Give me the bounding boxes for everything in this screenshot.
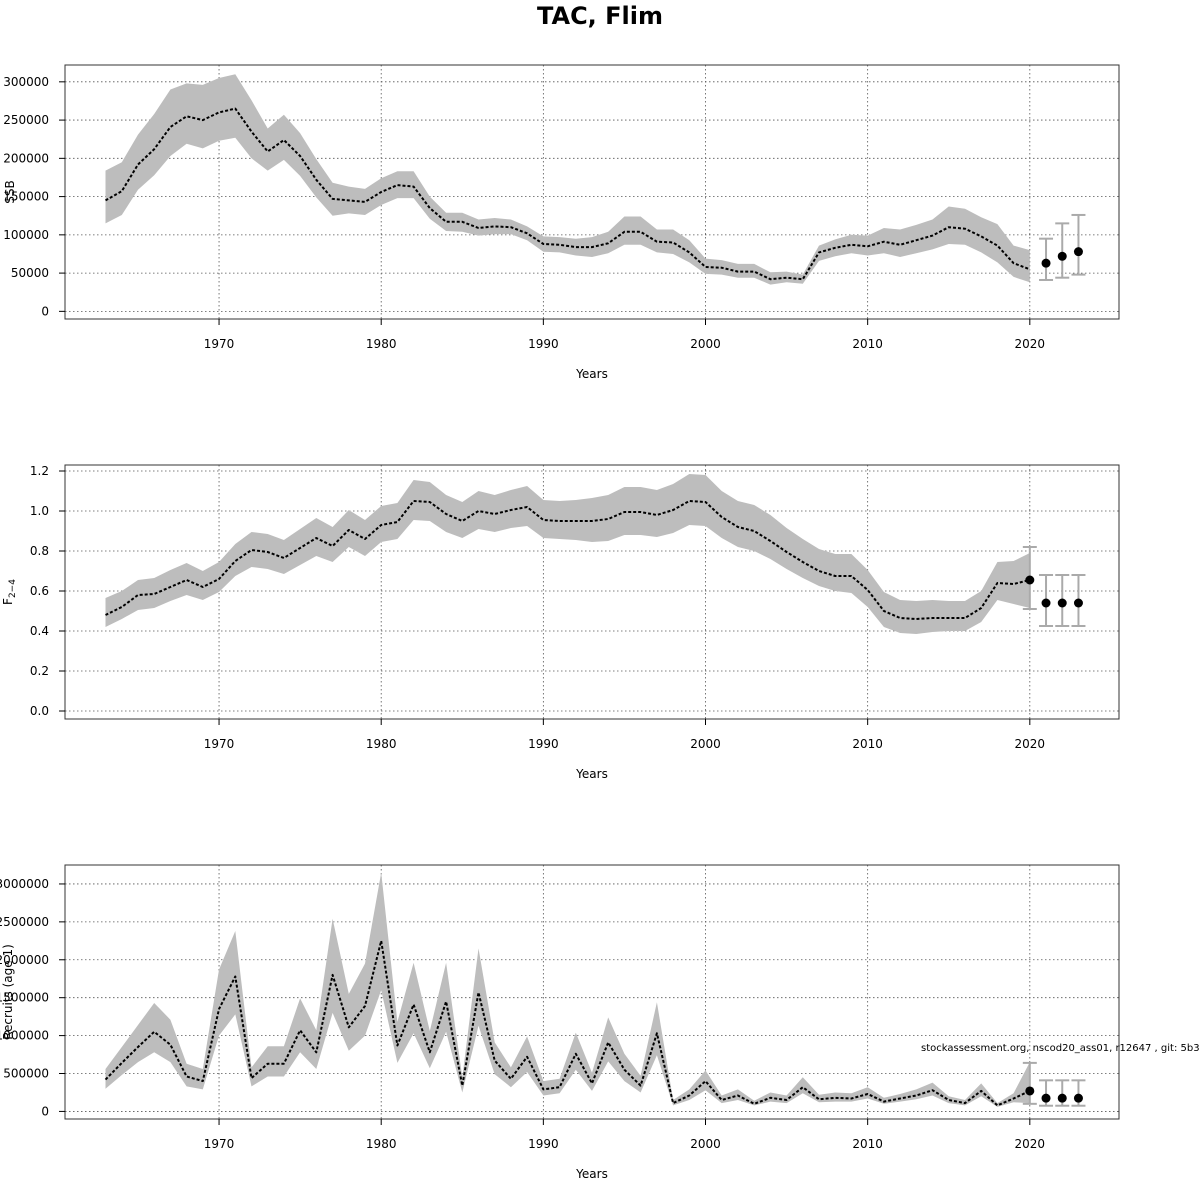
x-tick-label: 1990 [528,337,559,351]
x-tick-label: 1990 [528,1137,559,1151]
y-axis-label: F2−4 [1,579,18,605]
x-tick-label: 2000 [690,337,721,351]
x-tick-label: 2000 [690,737,721,751]
estimate-line [104,939,1031,1107]
y-tick-label: 2000000 [0,953,49,967]
y-axis-label-main: F [1,598,15,605]
x-axis-label: Years [575,767,608,781]
y-tick-label: 2500000 [0,915,49,929]
forecast-point [1073,247,1083,257]
x-axis-label: Years [575,367,608,381]
y-tick-label: 500000 [3,1067,49,1081]
figure-title: TAC, Flim [537,2,663,30]
forecast-point [1025,1086,1035,1096]
footnote: stockassessment.org, nscod20_ass01, r126… [921,1043,1200,1054]
y-tick-label: 150000 [3,190,49,204]
x-tick-label: 1990 [528,737,559,751]
plot-frame [64,464,1120,720]
forecast-point [1041,1093,1051,1103]
forecast-point [1073,1093,1083,1103]
x-tick-label: 2020 [1015,737,1046,751]
estimate-line [105,107,1031,281]
y-tick-label: 0.6 [30,584,49,598]
x-tick-label: 1980 [366,737,397,751]
x-tick-label: 2010 [852,337,883,351]
y-tick-label: 0 [41,1104,49,1118]
x-tick-label: 1980 [366,337,397,351]
x-tick-label: 2000 [690,1137,721,1151]
forecast-point [1057,251,1067,261]
y-tick-label: 1500000 [0,991,49,1005]
plot-frame [64,864,1120,1120]
y-tick-label: 1.2 [30,464,49,478]
x-tick-label: 1970 [204,737,235,751]
ssb-panel: 1970 1980 1990 2000 2010 2020 0 50000 100000 1500… [3,64,1120,381]
y-tick-label: 300000 [3,75,49,89]
y-axis-label: SSB [3,180,17,203]
fbar-panel: 1970 1980 1990 2000 2010 2020 0.0 0.2 0.4 0.6 0.8 1… [1,464,1120,781]
confidence-band [105,872,1030,1107]
forecast-point [1041,258,1051,268]
x-tick-label: 2010 [852,737,883,751]
y-tick-label: 100000 [3,228,49,242]
x-tick-label: 1970 [204,1137,235,1151]
x-tick-label: 2020 [1015,337,1046,351]
x-tick-label: 1980 [366,1137,397,1151]
y-axis-label-subscript: 2−4 [8,579,18,598]
x-tick-label: 2020 [1015,1137,1046,1151]
y-tick-label: 200000 [3,151,49,165]
y-tick-label: 1000000 [0,1029,49,1043]
forecast-point [1073,598,1083,608]
recruits-panel: 1970 1980 1990 2000 2010 2020 0 500000 1000000 15… [0,864,1120,1181]
x-axis-label: Years [575,1167,608,1181]
forecast-point [1025,575,1035,585]
x-tick-label: 2010 [852,1137,883,1151]
estimate-line [105,500,1031,620]
plot-frame [64,64,1120,320]
y-tick-label: 250000 [3,113,49,127]
forecast-point [1057,598,1067,608]
y-tick-label: 0.0 [30,704,49,718]
forecast-point [1057,1093,1067,1103]
y-tick-label: 0.8 [30,544,49,558]
y-axis-label-main: Recruits (age 1) [1,944,15,1040]
y-tick-label: 1.0 [30,504,49,518]
y-tick-label: 50000 [11,266,49,280]
y-tick-label: 0.4 [30,624,49,638]
forecast-point [1041,598,1051,608]
y-tick-label: 3000000 [0,877,49,891]
confidence-band [105,74,1030,285]
x-tick-label: 1970 [204,337,235,351]
y-axis-label: Recruits (age 1) [1,944,15,1040]
y-axis-label-main: SSB [3,180,17,203]
y-tick-label: 0 [41,304,49,318]
y-tick-label: 0.2 [30,664,49,678]
